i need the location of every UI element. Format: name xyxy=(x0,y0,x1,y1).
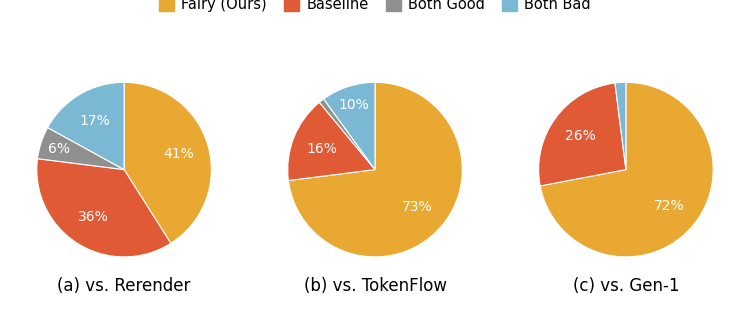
Wedge shape xyxy=(615,82,626,170)
Text: 36%: 36% xyxy=(78,211,109,225)
Wedge shape xyxy=(320,99,375,170)
Wedge shape xyxy=(47,82,124,170)
Wedge shape xyxy=(37,159,171,257)
Wedge shape xyxy=(38,128,124,170)
Title: (b) vs. TokenFlow: (b) vs. TokenFlow xyxy=(304,277,446,295)
Text: 17%: 17% xyxy=(80,114,110,128)
Text: 2%: 2% xyxy=(608,54,630,68)
Text: 1%: 1% xyxy=(297,76,320,91)
Wedge shape xyxy=(540,82,713,257)
Title: (c) vs. Gen-1: (c) vs. Gen-1 xyxy=(573,277,680,295)
Text: 6%: 6% xyxy=(48,141,70,156)
Text: 10%: 10% xyxy=(338,98,369,112)
Wedge shape xyxy=(289,82,462,257)
Text: 16%: 16% xyxy=(307,142,338,156)
Text: 73%: 73% xyxy=(402,200,433,214)
Wedge shape xyxy=(538,83,626,186)
Title: (a) vs. Rerender: (a) vs. Rerender xyxy=(58,277,190,295)
Wedge shape xyxy=(324,82,375,170)
Text: 72%: 72% xyxy=(654,199,685,213)
Legend: Fairy (Ours), Baseline, Both Good, Both Bad: Fairy (Ours), Baseline, Both Good, Both … xyxy=(154,0,596,18)
Text: 26%: 26% xyxy=(565,129,596,143)
Text: 41%: 41% xyxy=(164,147,194,161)
Wedge shape xyxy=(288,102,375,180)
Wedge shape xyxy=(124,82,211,243)
